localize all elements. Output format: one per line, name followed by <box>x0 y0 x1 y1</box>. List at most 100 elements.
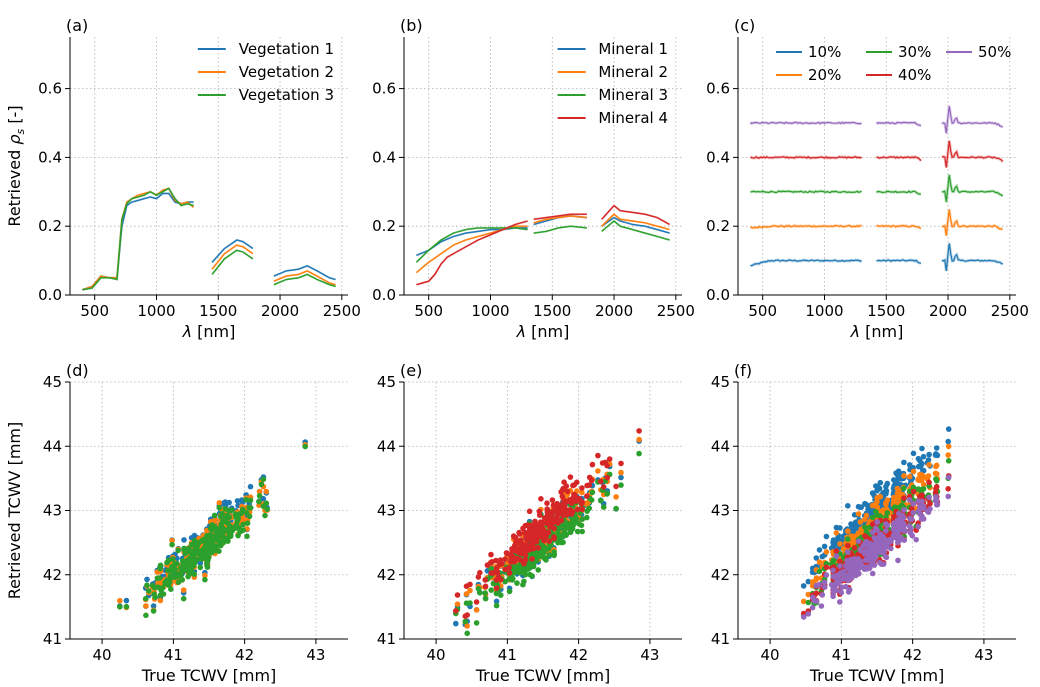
scatter-point <box>167 573 174 579</box>
scatter-point <box>845 536 851 542</box>
scatter-point <box>143 612 149 619</box>
scatter-point <box>895 539 901 546</box>
scatter-point <box>263 488 270 495</box>
y-tick-label: 41 <box>711 630 730 648</box>
scatter-point <box>925 473 932 479</box>
panel-c: 500 1000 1500 2000 2500 0.0 0.2 0.4 0.6 (c) λ [nm]… <box>706 16 1029 341</box>
scatter-point <box>239 497 245 503</box>
scatter-point <box>853 524 860 530</box>
y-tick-label: 0.2 <box>706 217 730 235</box>
scatter-point <box>855 511 862 517</box>
scatter-point <box>891 497 897 504</box>
series-line <box>601 213 670 231</box>
scatter-point <box>864 557 871 564</box>
scatter-point <box>907 516 914 523</box>
scatter-point <box>901 537 907 543</box>
scatter-point <box>843 563 849 569</box>
scatter-point <box>234 498 241 504</box>
scatter-point <box>549 509 556 515</box>
scatter-point <box>568 526 575 533</box>
scatter-point <box>216 530 223 536</box>
scatter-point <box>506 564 512 571</box>
scatter-point <box>579 489 585 496</box>
scatter-point <box>821 584 828 590</box>
scatter-point <box>862 500 868 507</box>
scatter-point <box>544 500 550 507</box>
scatter-point <box>599 460 606 466</box>
scatter-point <box>901 473 907 479</box>
scatter-point <box>142 595 149 602</box>
scatter-point <box>874 498 880 505</box>
x-tick-label: 1000 <box>137 302 175 320</box>
scatter-point <box>537 528 544 534</box>
scatter-point <box>549 497 556 503</box>
scatter-point <box>932 470 939 477</box>
scatter-point <box>182 550 188 557</box>
scatter-point <box>846 587 853 593</box>
legend-label: 20% <box>808 66 841 84</box>
scatter-point <box>488 560 494 566</box>
x-tick-label: 1500 <box>199 302 237 320</box>
scatter-point <box>529 527 535 534</box>
scatter-point <box>598 478 604 485</box>
scatter-point <box>882 553 889 560</box>
scatter-point <box>907 530 914 536</box>
scatter-point <box>223 527 230 533</box>
plot-area <box>800 426 952 620</box>
scatter-point <box>155 584 161 590</box>
scatter-point <box>558 517 565 524</box>
series-line <box>876 190 921 195</box>
series-line <box>415 227 528 263</box>
x-axis-label: λ [nm] <box>182 322 236 341</box>
scatter-point <box>117 597 123 604</box>
scatter-point <box>855 556 861 562</box>
scatter-point <box>567 497 573 503</box>
scatter-point <box>482 577 489 583</box>
scatter-point <box>891 477 897 483</box>
scatter-point <box>467 600 473 606</box>
scatter-point <box>493 602 500 609</box>
scatter-point <box>830 593 836 600</box>
scatter-point <box>506 576 512 582</box>
scatter-point <box>613 505 619 512</box>
scatter-point <box>874 519 880 525</box>
scatter-point <box>157 592 164 598</box>
scatter-point <box>906 473 913 480</box>
scatter-point <box>462 618 469 625</box>
scatter-point <box>884 510 891 516</box>
scatter-point <box>217 525 223 532</box>
scatter-point <box>518 544 525 551</box>
scatter-point <box>877 479 884 486</box>
scatter-point <box>895 493 902 500</box>
scatter-point <box>199 550 206 556</box>
x-axis-label: True TCWV [mm] <box>141 666 277 685</box>
scatter-point <box>823 564 830 571</box>
scatter-point <box>852 519 859 525</box>
scatter-point <box>179 576 185 583</box>
scatter-point <box>165 582 172 588</box>
scatter-point <box>890 532 897 539</box>
scatter-point <box>891 520 897 526</box>
scatter-point <box>247 497 254 504</box>
series-band <box>416 220 528 286</box>
scatter-point <box>910 484 917 491</box>
scatter-point <box>204 557 210 563</box>
panel-label: (a) <box>66 16 88 35</box>
x-tick-label: 1500 <box>867 302 905 320</box>
legend-label: Vegetation 2 <box>239 63 334 81</box>
scatter-point <box>919 445 925 452</box>
legend-label: 30% <box>898 43 931 61</box>
scatter-point <box>915 523 921 530</box>
scatter-point <box>464 612 471 618</box>
scatter-point <box>247 483 254 490</box>
scatter-point <box>490 580 497 587</box>
scatter-point <box>204 564 211 570</box>
scatter-point <box>884 522 891 529</box>
scatter-point <box>910 468 917 475</box>
scatter-point <box>535 567 541 573</box>
x-tick-label: 43 <box>306 646 325 664</box>
x-tick-label: 500 <box>748 302 777 320</box>
scatter-point <box>945 438 951 445</box>
x-axis-label: True TCWV [mm] <box>475 666 611 685</box>
scatter-point <box>901 459 907 466</box>
